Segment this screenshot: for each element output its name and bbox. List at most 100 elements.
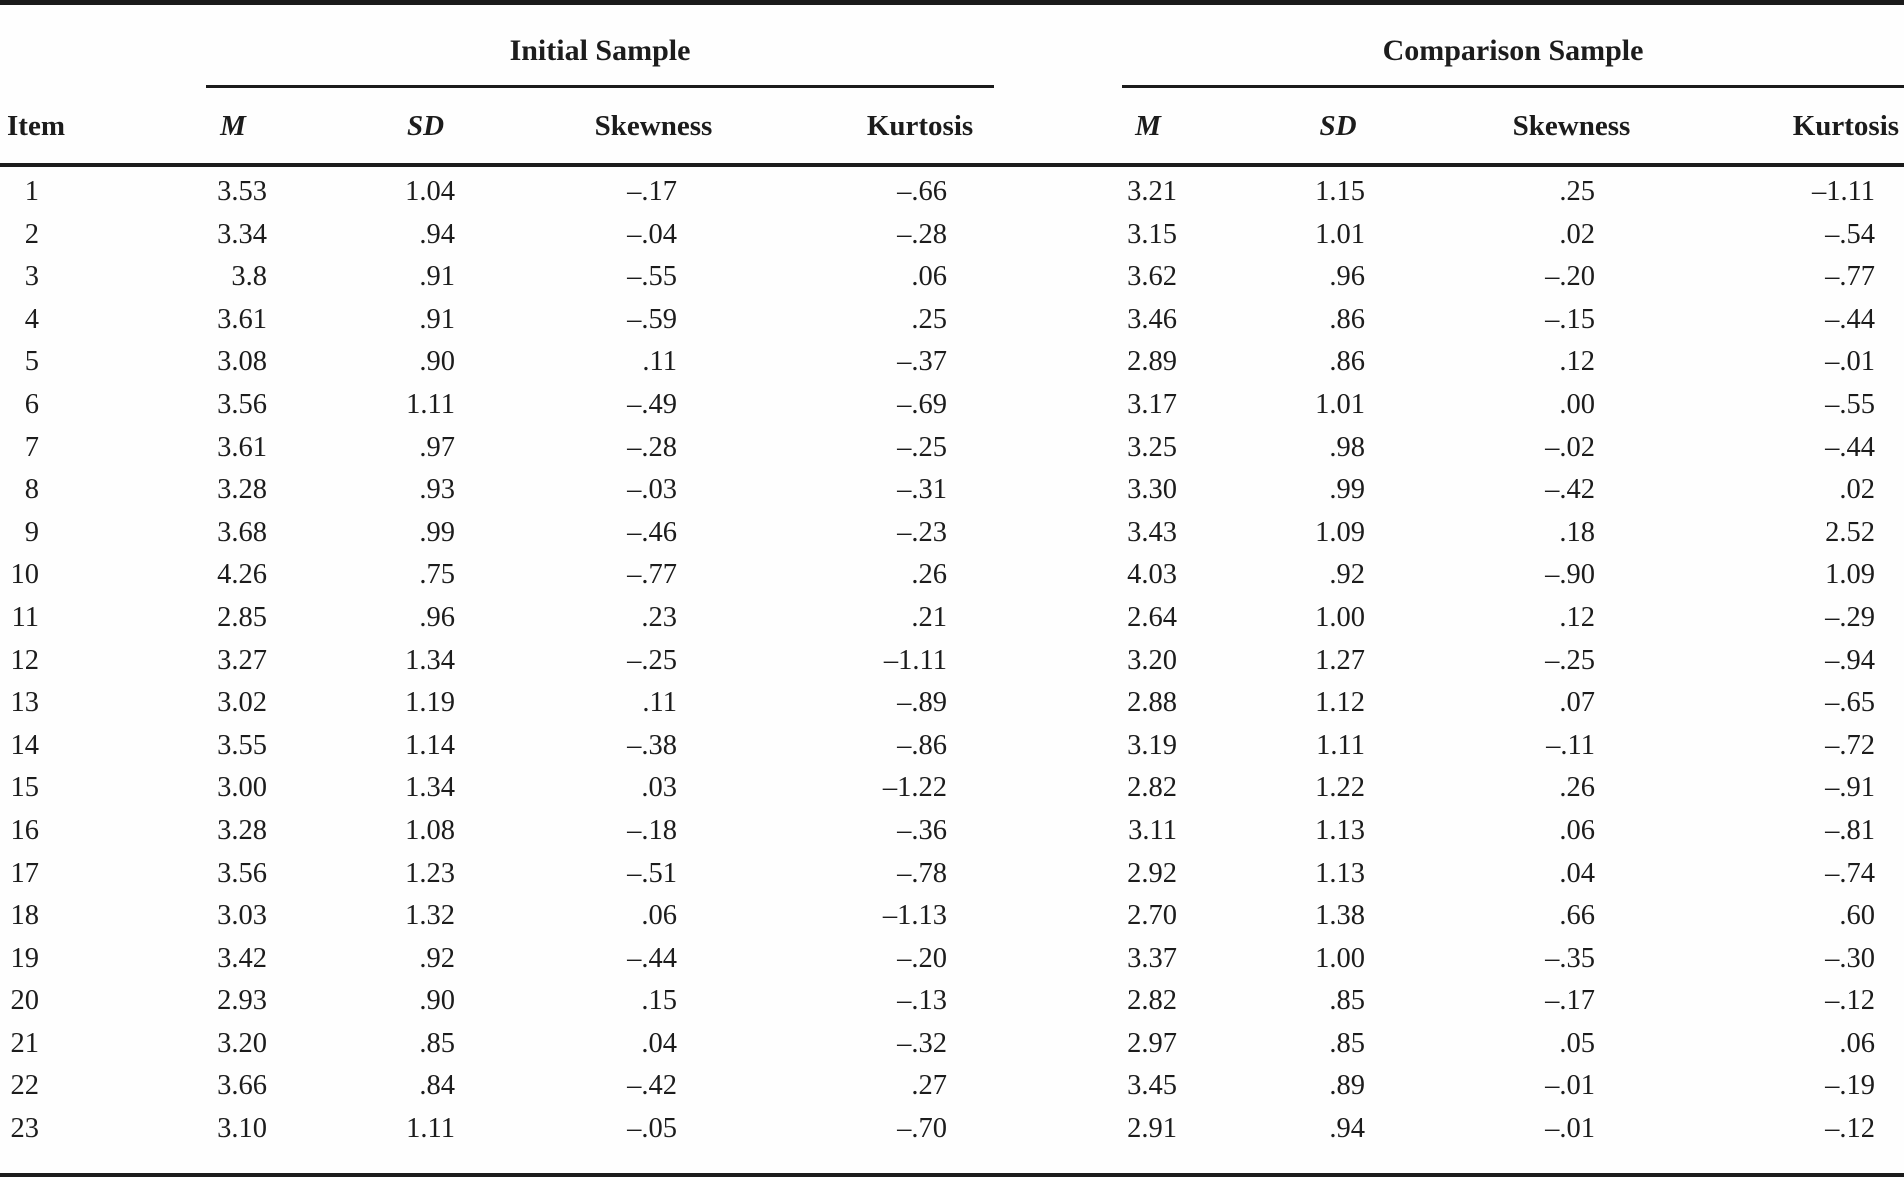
cell-kurtosis-initial: –.69 [897,388,947,420]
cell-sd-comparison: 1.22 [1315,772,1365,804]
cell-sd-initial: 1.11 [406,1113,455,1145]
cell-sd-comparison: 1.01 [1315,218,1365,250]
column-header-kurtosis-initial: Kurtosis [787,88,1053,167]
cell-sd-initial: .91 [419,303,455,335]
cell-skewness-initial: .11 [642,346,677,378]
table-row: 2 3.34 .94 –.04 –.28 3.15 1.01 .02 –.54 [0,214,1904,257]
cell-sd-comparison: .92 [1329,559,1365,591]
cell-item: 11 [11,601,39,633]
cell-item: 14 [10,729,40,761]
cell-kurtosis-comparison: –.54 [1825,218,1876,250]
cell-skewness-comparison: .00 [1559,388,1595,420]
cell-sd-initial: 1.34 [405,772,455,804]
cell-kurtosis-initial: –1.13 [882,900,947,932]
spanner-spacer [0,3,135,89]
cell-kurtosis-initial: –.31 [897,474,947,506]
cell-skewness-comparison: .26 [1559,772,1595,804]
cell-skewness-initial: .23 [641,601,677,633]
table-row: 11 2.85 .96 .23 .21 2.64 1.00 .12 –.29 [0,597,1904,640]
cell-m-initial: 3.68 [217,516,267,548]
table-row: 14 3.55 1.14 –.38 –.86 3.19 1.11 –.11 –.… [0,725,1904,768]
cell-sd-comparison: .86 [1329,303,1365,335]
cell-m-comparison: 3.25 [1127,431,1177,463]
spanner-initial-sample: Initial Sample [135,3,1053,88]
cell-sd-initial: 1.11 [406,388,455,420]
cell-sd-initial: .97 [419,431,455,463]
table-row: 15 3.00 1.34 .03 –1.22 2.82 1.22 .26 –.9… [0,767,1904,810]
cell-sd-initial: .96 [419,601,455,633]
cell-sd-initial: 1.04 [405,176,455,207]
cell-m-initial: 3.8 [231,261,267,293]
cell-skewness-comparison: –.25 [1545,644,1595,676]
cell-m-comparison: 3.17 [1127,388,1177,420]
table-row: 20 2.93 .90 .15 –.13 2.82 .85 –.17 –.12 [0,980,1904,1023]
cell-sd-comparison: 1.00 [1315,601,1365,633]
table-row: 4 3.61 .91 –.59 .25 3.46 .86 –.15 –.44 [0,299,1904,342]
cell-m-comparison: 3.20 [1127,644,1177,676]
cell-skewness-comparison: .07 [1559,687,1595,719]
cell-item: 3 [24,261,39,293]
cell-kurtosis-comparison: –.94 [1825,644,1876,676]
cell-sd-initial: .93 [419,474,455,506]
table-row: 5 3.08 .90 .11 –.37 2.89 .86 .12 –.01 [0,341,1904,384]
cell-kurtosis-initial: –.32 [897,1027,947,1059]
cell-kurtosis-comparison: –.81 [1825,814,1876,846]
cell-sd-initial: .85 [419,1027,455,1059]
cell-item: 17 [10,857,40,889]
cell-kurtosis-initial: –.25 [897,431,947,463]
cell-skewness-initial: –.25 [627,644,677,676]
cell-sd-initial: .92 [419,942,455,974]
cell-sd-comparison: .85 [1329,1027,1365,1059]
cell-skewness-initial: .03 [641,772,677,804]
cell-kurtosis-initial: .26 [911,559,947,591]
table-row: 17 3.56 1.23 –.51 –.78 2.92 1.13 .04 –.7… [0,853,1904,896]
cell-skewness-initial: –.38 [627,729,677,761]
cell-m-comparison: 3.21 [1127,176,1177,207]
cell-skewness-comparison: –.35 [1545,942,1595,974]
cell-m-comparison: 4.03 [1127,559,1177,591]
table-row: 7 3.61 .97 –.28 –.25 3.25 .98 –.02 –.44 [0,427,1904,470]
cell-item: 8 [24,474,39,506]
cell-skewness-initial: –.42 [627,1070,677,1102]
cell-m-initial: 3.61 [217,303,267,335]
cell-sd-comparison: .96 [1329,261,1365,293]
cell-kurtosis-comparison: –.19 [1825,1070,1876,1102]
cell-item: 10 [10,559,40,591]
table-row: 19 3.42 .92 –.44 –.20 3.37 1.00 –.35 –.3… [0,938,1904,981]
cell-sd-comparison: .94 [1329,1113,1365,1145]
cell-m-comparison: 3.46 [1127,303,1177,335]
cell-skewness-comparison: .05 [1559,1027,1595,1059]
cell-skewness-comparison: –.01 [1545,1113,1595,1145]
cell-sd-initial: 1.08 [405,814,455,846]
cell-sd-comparison: 1.38 [1315,900,1365,932]
cell-skewness-comparison: .02 [1559,218,1595,250]
cell-skewness-initial: –.46 [627,516,677,548]
cell-m-initial: 3.61 [217,431,267,463]
cell-kurtosis-initial: –.13 [897,985,947,1017]
cell-m-comparison: 2.97 [1127,1027,1177,1059]
cell-skewness-initial: –.51 [627,857,677,889]
table-row: 16 3.28 1.08 –.18 –.36 3.11 1.13 .06 –.8… [0,810,1904,853]
table-row: 22 3.66 .84 –.42 .27 3.45 .89 –.01 –.19 [0,1065,1904,1108]
cell-item: 20 [10,985,40,1017]
cell-m-comparison: 3.11 [1128,814,1177,846]
cell-kurtosis-comparison: –.12 [1825,985,1876,1017]
cell-item: 6 [24,388,39,420]
cell-m-initial: 3.08 [217,346,267,378]
cell-kurtosis-comparison: –.72 [1825,729,1876,761]
table-row: 3 3.8 .91 –.55 .06 3.62 .96 –.20 –.77 [0,256,1904,299]
cell-sd-comparison: 1.11 [1316,729,1365,761]
cell-kurtosis-comparison: –.29 [1825,601,1876,633]
column-header-m-comparison: M [1053,88,1243,167]
cell-skewness-comparison: .25 [1559,176,1595,207]
column-header-skewness-comparison: Skewness [1433,88,1710,167]
cell-item: 16 [10,814,40,846]
cell-item: 21 [10,1027,40,1059]
cell-kurtosis-comparison: –.91 [1825,772,1876,804]
spanner-row: Initial Sample Comparison Sample [0,3,1904,89]
cell-sd-initial: .84 [419,1070,455,1102]
cell-kurtosis-comparison: –1.11 [1811,176,1876,207]
cell-kurtosis-comparison: –.65 [1825,687,1876,719]
cell-m-comparison: 2.88 [1127,687,1177,719]
cell-m-comparison: 2.82 [1127,985,1177,1017]
